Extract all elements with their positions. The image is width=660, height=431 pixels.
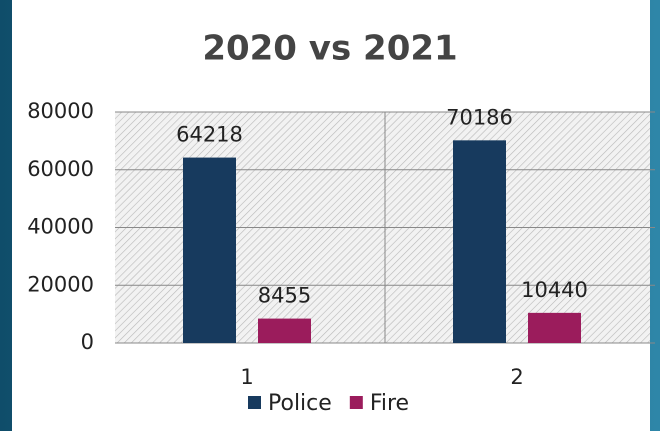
- y-tick-label: 40000: [27, 215, 94, 239]
- y-tick-label: 20000: [27, 272, 94, 296]
- bar: [528, 312, 581, 343]
- y-tick-label: 80000: [27, 99, 94, 123]
- x-tick-label: 1: [240, 365, 253, 389]
- bar: [258, 318, 311, 343]
- x-tick-label: 2: [510, 365, 523, 389]
- data-label: 70186: [446, 105, 513, 129]
- data-label: 8455: [258, 284, 311, 308]
- y-tick-label: 0: [81, 330, 94, 354]
- chart-title: 2020 vs 2021: [202, 29, 457, 69]
- data-label: 64218: [176, 123, 243, 147]
- data-label: 10440: [521, 278, 588, 302]
- legend-swatch: [248, 396, 261, 409]
- legend-label: Fire: [370, 391, 409, 416]
- legend-label: Police: [268, 391, 332, 416]
- legend-swatch: [349, 396, 363, 409]
- bar: [183, 157, 236, 343]
- bar: [453, 140, 506, 343]
- y-tick-label: 60000: [27, 157, 94, 181]
